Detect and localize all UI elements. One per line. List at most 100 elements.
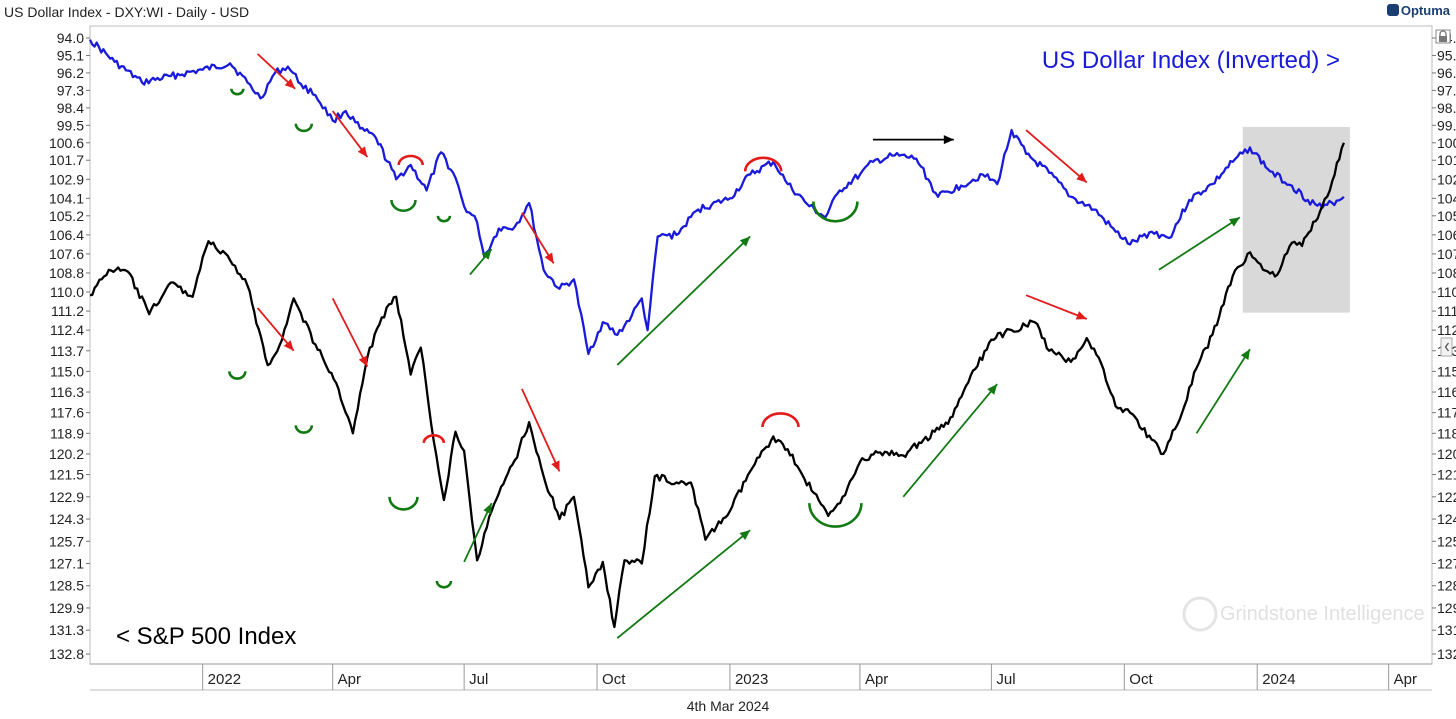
- lock-icon[interactable]: [1435, 29, 1451, 44]
- y-tick-label-right: 115.0: [1437, 363, 1456, 379]
- y-tick-label-left: 121.5: [49, 467, 84, 483]
- y-tick-label-left: 132.8: [49, 646, 84, 662]
- y-tick-label-right: 102.9: [1437, 171, 1456, 187]
- red-arrow: [331, 110, 369, 158]
- x-tick-label: Oct: [1129, 671, 1153, 688]
- y-tick-label-right: 118.9: [1437, 425, 1456, 441]
- y-tick-label-right: 98.4: [1437, 100, 1456, 116]
- bottom-arc: [436, 215, 452, 223]
- dxy-inverted-line: [88, 39, 1345, 356]
- y-tick-label-right: 106.4: [1437, 227, 1456, 243]
- y-tick-label-left: 111.2: [51, 303, 84, 319]
- green-arrow: [463, 502, 493, 563]
- optuma-logo-icon: [1386, 4, 1399, 16]
- y-tick-label-right: 131.3: [1437, 622, 1456, 638]
- bottom-arc: [230, 88, 245, 96]
- y-tick-label-left: 97.3: [57, 82, 84, 98]
- y-tick-label-left: 112.4: [50, 322, 84, 338]
- y-tick-label-right: 107.6: [1437, 246, 1456, 262]
- y-tick-label-left: 104.1: [49, 190, 84, 206]
- x-tick-label: Jul: [996, 671, 1015, 688]
- y-tick-label-right: 124.3: [1437, 511, 1456, 527]
- red-arrow: [521, 212, 555, 264]
- y-tick-label-right: 104.1: [1437, 190, 1456, 206]
- x-tick-label: Oct: [602, 671, 626, 688]
- red-arrow: [521, 388, 561, 472]
- y-tick-label-left: 115.0: [50, 363, 84, 379]
- x-tick-label: 2022: [208, 671, 241, 688]
- y-tick-label-left: 94.0: [57, 30, 84, 46]
- bottom-arc: [294, 123, 314, 133]
- y-tick-label-left: 101.7: [49, 152, 84, 168]
- green-arrow: [1158, 216, 1241, 271]
- y-tick-label-left: 117.6: [50, 405, 84, 421]
- sp500-line: [89, 142, 1345, 629]
- y-tick-label-right: 112.4: [1437, 322, 1456, 338]
- x-tick-label: Apr: [338, 671, 361, 688]
- green-arrow: [616, 235, 751, 366]
- red-arrow: [331, 297, 369, 368]
- y-tick-label-right: 122.9: [1437, 489, 1456, 505]
- green-arrow: [902, 383, 998, 498]
- top-arc: [422, 434, 446, 444]
- y-tick-label-right: 125.7: [1437, 533, 1456, 549]
- y-tick-label-left: 125.7: [49, 533, 84, 549]
- y-tick-label-left: 113.7: [50, 343, 84, 359]
- x-tick-label: 2023: [735, 671, 768, 688]
- watermark: Grindstone Intelligence: [1182, 596, 1425, 632]
- y-tick-label-right: 117.6: [1437, 405, 1456, 421]
- y-tick-label-left: 116.3: [50, 384, 84, 400]
- bottom-arc: [388, 496, 419, 511]
- top-arc: [397, 154, 424, 166]
- y-tick-label-left: 95.1: [57, 47, 84, 63]
- collapse-panel-icon[interactable]: [1440, 337, 1453, 357]
- top-arc: [761, 412, 800, 428]
- red-arrow: [256, 307, 295, 352]
- sp500-label: < S&P 500 Index: [116, 623, 296, 650]
- y-tick-label-right: 127.1: [1437, 556, 1456, 572]
- y-tick-label-right: 132.8: [1437, 646, 1456, 662]
- y-tick-label-left: 105.2: [49, 208, 84, 224]
- watermark-icon: [1182, 596, 1218, 632]
- y-tick-label-left: 127.1: [49, 556, 84, 572]
- y-tick-label-left: 106.4: [49, 227, 84, 243]
- green-arrow: [1195, 348, 1251, 434]
- y-tick-label-left: 102.9: [49, 171, 84, 187]
- bottom-arc: [390, 199, 417, 213]
- y-tick-label-right: 129.9: [1437, 600, 1456, 616]
- y-tick-label-right: 116.3: [1437, 384, 1456, 400]
- y-tick-label-right: 96.2: [1437, 65, 1456, 81]
- red-arrow: [256, 53, 296, 90]
- green-arrow: [616, 529, 751, 639]
- y-tick-label-right: 121.5: [1437, 467, 1456, 483]
- y-tick-label-right: 100.6: [1437, 135, 1456, 151]
- x-tick-label: Apr: [865, 671, 888, 688]
- y-tick-label-right: 95.1: [1437, 47, 1456, 63]
- y-tick-label-right: 110.0: [1437, 284, 1456, 300]
- green-arrow: [469, 248, 493, 276]
- y-tick-label-left: 99.5: [57, 117, 84, 133]
- y-tick-label-left: 128.5: [49, 578, 84, 594]
- bottom-arc: [228, 371, 247, 380]
- logo-text: Optuma: [1400, 3, 1450, 18]
- bottom-arc: [812, 201, 859, 223]
- red-arrow: [1025, 129, 1088, 184]
- bottom-arc: [808, 503, 863, 528]
- top-arc: [743, 156, 783, 172]
- watermark-text: Grindstone Intelligence: [1220, 603, 1425, 625]
- y-tick-label-left: 110.0: [50, 284, 84, 300]
- x-tick-label: 2024: [1262, 671, 1295, 688]
- y-tick-label-left: 96.2: [57, 65, 84, 81]
- x-tick-label: Jul: [469, 671, 488, 688]
- y-tick-label-left: 98.4: [57, 100, 84, 116]
- y-tick-label-left: 131.3: [49, 622, 84, 638]
- y-tick-label-right: 111.2: [1437, 303, 1456, 319]
- y-tick-label-left: 118.9: [50, 425, 84, 441]
- bottom-arc: [435, 580, 453, 589]
- dxy-label: US Dollar Index (Inverted) >: [1042, 47, 1340, 74]
- red-arrow: [1025, 294, 1088, 320]
- y-tick-label-right: 101.7: [1437, 152, 1456, 168]
- y-tick-label-left: 120.2: [49, 446, 84, 462]
- y-tick-label-left: 107.6: [49, 246, 84, 262]
